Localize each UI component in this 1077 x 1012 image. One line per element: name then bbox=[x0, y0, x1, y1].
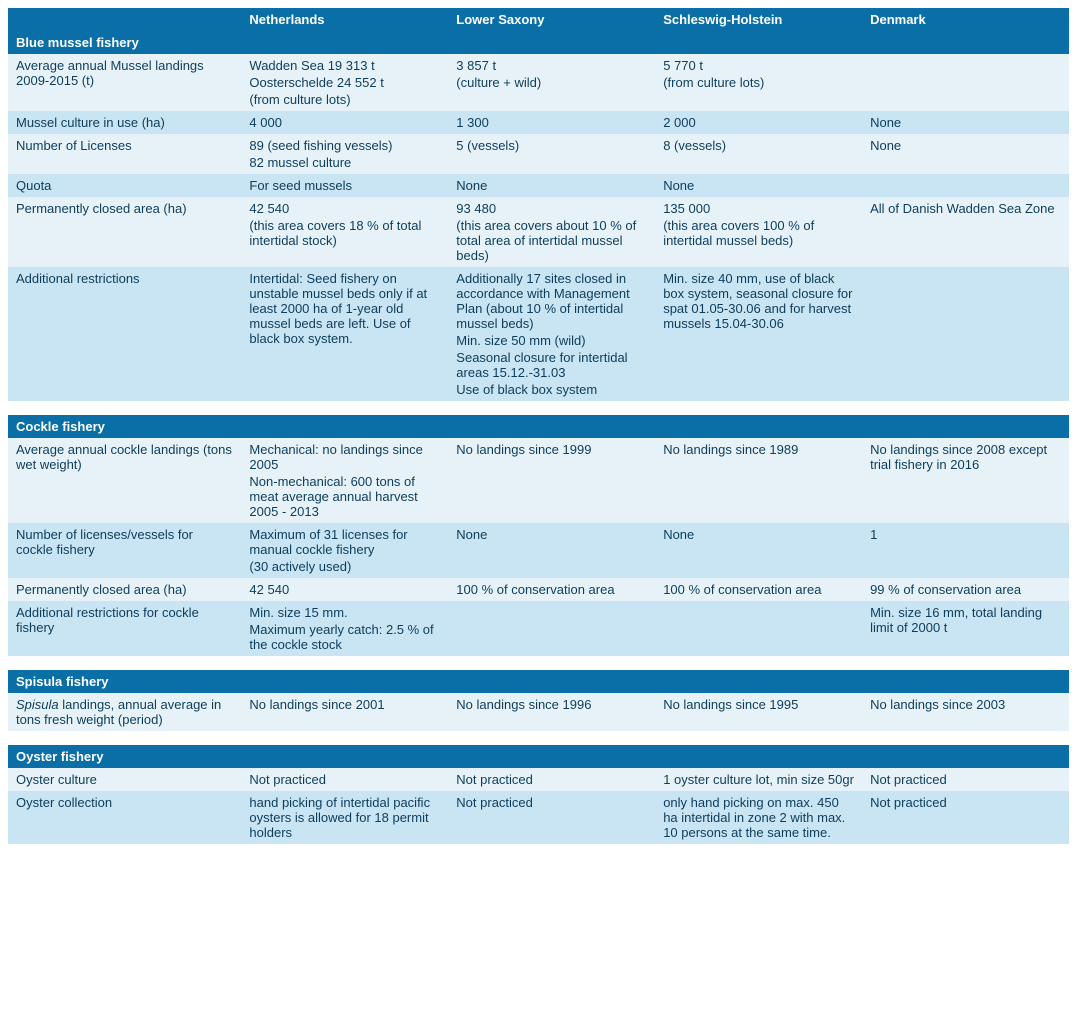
data-cell: 42 540 bbox=[241, 578, 448, 601]
row-label: Quota bbox=[8, 174, 241, 197]
data-cell: None bbox=[448, 174, 655, 197]
table-row: Additional restrictionsIntertidal: Seed … bbox=[8, 267, 1069, 401]
data-cell: No landings since 1996 bbox=[448, 693, 655, 731]
data-cell: Not practiced bbox=[448, 768, 655, 791]
data-cell: Min. size 16 mm, total landing limit of … bbox=[862, 601, 1069, 656]
table-row: Permanently closed area (ha)42 540(this … bbox=[8, 197, 1069, 267]
table-row: QuotaFor seed musselsNoneNone bbox=[8, 174, 1069, 197]
data-cell: hand picking of intertidal pacific oyste… bbox=[241, 791, 448, 844]
table-row: Average annual cockle landings (tons wet… bbox=[8, 438, 1069, 523]
data-cell bbox=[862, 174, 1069, 197]
row-label: Number of licenses/vessels for cockle fi… bbox=[8, 523, 241, 578]
data-cell: Min. size 15 mm.Maximum yearly catch: 2.… bbox=[241, 601, 448, 656]
data-cell: 1 bbox=[862, 523, 1069, 578]
row-label: Permanently closed area (ha) bbox=[8, 197, 241, 267]
table-row: Average annual Mussel landings 2009-2015… bbox=[8, 54, 1069, 111]
data-cell: None bbox=[862, 134, 1069, 174]
data-cell: 93 480(this area covers about 10 % of to… bbox=[448, 197, 655, 267]
table-row: Additional restrictions for cockle fishe… bbox=[8, 601, 1069, 656]
data-cell: None bbox=[655, 523, 862, 578]
data-cell: 3 857 t(culture + wild) bbox=[448, 54, 655, 111]
data-cell: 5 (vessels) bbox=[448, 134, 655, 174]
data-cell: No landings since 2008 except trial fish… bbox=[862, 438, 1069, 523]
data-cell bbox=[448, 601, 655, 656]
data-cell: 2 000 bbox=[655, 111, 862, 134]
table-row: Permanently closed area (ha)42 540100 % … bbox=[8, 578, 1069, 601]
data-cell: 89 (seed fishing vessels)82 mussel cultu… bbox=[241, 134, 448, 174]
data-cell: No landings since 1989 bbox=[655, 438, 862, 523]
data-cell: Not practiced bbox=[862, 768, 1069, 791]
section-header: Blue mussel fishery bbox=[8, 31, 1069, 54]
data-cell: 99 % of conservation area bbox=[862, 578, 1069, 601]
section-title: Spisula fishery bbox=[8, 670, 1069, 693]
data-cell: 42 540(this area covers 18 % of total in… bbox=[241, 197, 448, 267]
row-label: Permanently closed area (ha) bbox=[8, 578, 241, 601]
col-lower-saxony: Lower Saxony bbox=[448, 8, 655, 31]
data-cell: 100 % of conservation area bbox=[655, 578, 862, 601]
data-cell: None bbox=[862, 111, 1069, 134]
table-row: Oyster cultureNot practicedNot practiced… bbox=[8, 768, 1069, 791]
section-gap bbox=[8, 731, 1069, 745]
row-label: Mussel culture in use (ha) bbox=[8, 111, 241, 134]
row-label: Oyster culture bbox=[8, 768, 241, 791]
data-cell bbox=[862, 54, 1069, 111]
data-cell: 100 % of conservation area bbox=[448, 578, 655, 601]
data-cell: Maximum of 31 licenses for manual cockle… bbox=[241, 523, 448, 578]
column-header-row: NetherlandsLower SaxonySchleswig-Holstei… bbox=[8, 8, 1069, 31]
data-cell: 1 300 bbox=[448, 111, 655, 134]
row-label: Average annual cockle landings (tons wet… bbox=[8, 438, 241, 523]
data-cell: No landings since 2003 bbox=[862, 693, 1069, 731]
data-cell: Not practiced bbox=[241, 768, 448, 791]
data-cell: Additionally 17 sites closed in accordan… bbox=[448, 267, 655, 401]
section-gap bbox=[8, 401, 1069, 415]
row-label: Spisula landings, annual average in tons… bbox=[8, 693, 241, 731]
data-cell bbox=[655, 601, 862, 656]
data-cell bbox=[862, 267, 1069, 401]
data-cell: None bbox=[448, 523, 655, 578]
section-header: Oyster fishery bbox=[8, 745, 1069, 768]
data-cell: No landings since 1999 bbox=[448, 438, 655, 523]
section-gap bbox=[8, 656, 1069, 670]
data-cell: 4 000 bbox=[241, 111, 448, 134]
data-cell: For seed mussels bbox=[241, 174, 448, 197]
data-cell: All of Danish Wadden Sea Zone bbox=[862, 197, 1069, 267]
data-cell: only hand picking on max. 450 ha interti… bbox=[655, 791, 862, 844]
data-cell: No landings since 1995 bbox=[655, 693, 862, 731]
data-cell: Min. size 40 mm, use of black box system… bbox=[655, 267, 862, 401]
fishery-comparison-table: NetherlandsLower SaxonySchleswig-Holstei… bbox=[8, 8, 1069, 844]
data-cell: 5 770 t(from culture lots) bbox=[655, 54, 862, 111]
section-title: Cockle fishery bbox=[8, 415, 1069, 438]
section-title: Blue mussel fishery bbox=[8, 31, 1069, 54]
data-cell: Not practiced bbox=[448, 791, 655, 844]
table-row: Number of Licenses89 (seed fishing vesse… bbox=[8, 134, 1069, 174]
section-header: Cockle fishery bbox=[8, 415, 1069, 438]
col-schleswig-holstein: Schleswig-Holstein bbox=[655, 8, 862, 31]
row-label: Additional restrictions bbox=[8, 267, 241, 401]
data-cell: None bbox=[655, 174, 862, 197]
row-label: Oyster collection bbox=[8, 791, 241, 844]
table-row: Number of licenses/vessels for cockle fi… bbox=[8, 523, 1069, 578]
col-netherlands: Netherlands bbox=[241, 8, 448, 31]
row-label: Average annual Mussel landings 2009-2015… bbox=[8, 54, 241, 111]
data-cell: Mechanical: no landings since 2005Non-me… bbox=[241, 438, 448, 523]
data-cell: No landings since 2001 bbox=[241, 693, 448, 731]
table-row: Oyster collectionhand picking of interti… bbox=[8, 791, 1069, 844]
row-label: Number of Licenses bbox=[8, 134, 241, 174]
row-label: Additional restrictions for cockle fishe… bbox=[8, 601, 241, 656]
table-row: Spisula landings, annual average in tons… bbox=[8, 693, 1069, 731]
data-cell: 8 (vessels) bbox=[655, 134, 862, 174]
data-cell: 1 oyster culture lot, min size 50gr bbox=[655, 768, 862, 791]
section-title: Oyster fishery bbox=[8, 745, 1069, 768]
data-cell: Intertidal: Seed fishery on unstable mus… bbox=[241, 267, 448, 401]
data-cell: Not practiced bbox=[862, 791, 1069, 844]
col-blank bbox=[8, 8, 241, 31]
section-header: Spisula fishery bbox=[8, 670, 1069, 693]
data-cell: Wadden Sea 19 313 tOosterschelde 24 552 … bbox=[241, 54, 448, 111]
data-cell: 135 000(this area covers 100 % of intert… bbox=[655, 197, 862, 267]
col-denmark: Denmark bbox=[862, 8, 1069, 31]
table-row: Mussel culture in use (ha)4 0001 3002 00… bbox=[8, 111, 1069, 134]
